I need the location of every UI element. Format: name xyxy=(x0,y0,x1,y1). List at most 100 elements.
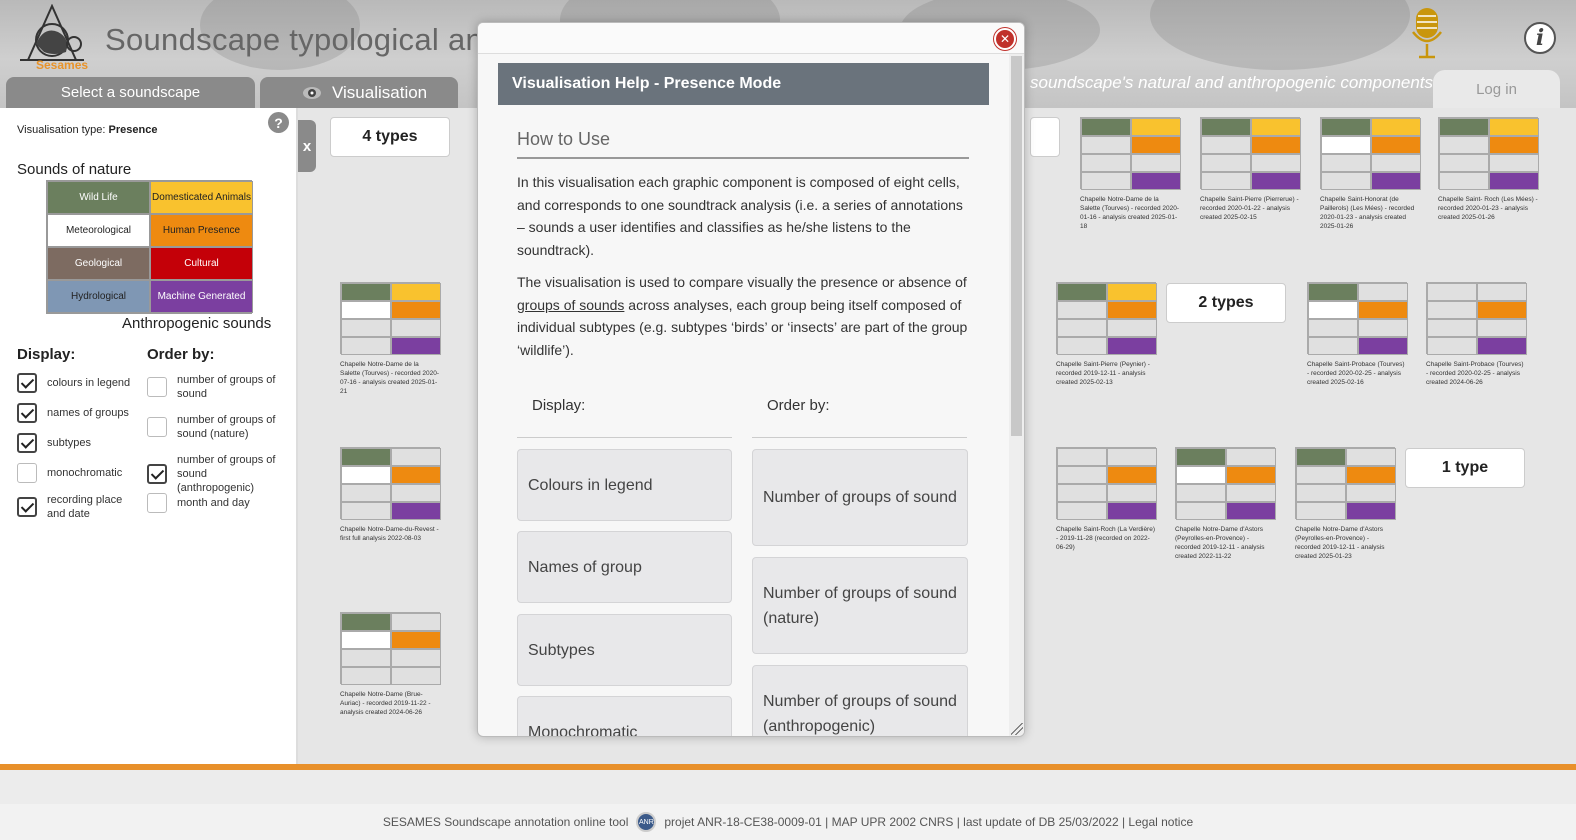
checkbox[interactable] xyxy=(17,373,37,393)
option-number-of-groups-of-sound-nature-[interactable]: number of groups of sound (nature) xyxy=(147,413,287,441)
option-colours-in-legend[interactable]: colours in legend xyxy=(17,373,142,393)
presence-cell xyxy=(1176,502,1226,520)
presence-grid xyxy=(1200,117,1301,190)
option-label: recording place and date xyxy=(47,494,123,520)
presence-grid xyxy=(1056,447,1157,520)
presence-cell xyxy=(391,337,441,355)
presence-cell xyxy=(1427,337,1477,355)
analysis-thumbnail[interactable]: Chapelle Notre-Dame d'Astors (Peyrolles-… xyxy=(1175,447,1276,561)
presence-cell xyxy=(341,649,391,667)
scrollbar-thumb[interactable] xyxy=(1011,56,1022,436)
thumbnail-caption: Chapelle Saint-Pierre (Pierrerue) - reco… xyxy=(1200,196,1299,221)
presence-cell xyxy=(1251,136,1301,154)
analysis-thumbnail[interactable]: Chapelle Notre-Dame d'Astors (Peyrolles-… xyxy=(1295,447,1396,561)
help-display-names-button[interactable]: Names of group xyxy=(517,531,732,603)
help-display-colours-button[interactable]: Colours in legend xyxy=(517,449,732,521)
groups-of-sounds-link[interactable]: groups of sounds xyxy=(517,296,625,313)
analysis-thumbnail[interactable]: Chapelle Notre-Dame-du-Revest - first fu… xyxy=(340,447,441,543)
checkbox[interactable] xyxy=(147,493,167,513)
eye-icon xyxy=(303,86,321,99)
analysis-thumbnail[interactable]: Chapelle Saint-Roch (La Verdière) - 2019… xyxy=(1056,447,1157,552)
analysis-thumbnail[interactable]: Chapelle Notre-Dame de la Salette (Tourv… xyxy=(1080,117,1181,231)
analysis-thumbnail[interactable]: Chapelle Notre-Dame de la Salette (Tourv… xyxy=(340,282,441,396)
resize-handle[interactable] xyxy=(1011,723,1023,735)
option-subtypes[interactable]: subtypes xyxy=(17,433,142,453)
checkbox[interactable] xyxy=(147,377,167,397)
option-names-of-groups[interactable]: names of groups xyxy=(17,403,142,423)
help-order-anthropogenic-button[interactable]: Number of groups of sound (anthropogenic… xyxy=(752,665,968,736)
presence-grid xyxy=(1320,117,1421,190)
option-number-of-groups-of-sound[interactable]: number of groups of sound xyxy=(147,373,287,401)
analysis-thumbnail[interactable]: Chapelle Saint-Pierre (Pierrerue) - reco… xyxy=(1200,117,1301,222)
thumbnail-caption: Chapelle Notre-Dame (Brue-Auriac) - reco… xyxy=(340,691,431,716)
checkbox[interactable] xyxy=(147,464,167,484)
presence-cell xyxy=(1107,448,1157,466)
presence-cell xyxy=(1439,136,1489,154)
option-month-and-day[interactable]: month and day xyxy=(147,493,287,513)
presence-grid xyxy=(1426,282,1527,355)
option-label: number of groups of sound (nature) xyxy=(177,414,276,440)
presence-cell xyxy=(1296,448,1346,466)
presence-cell xyxy=(341,466,391,484)
app-title: Soundscape typological ana xyxy=(105,22,501,57)
analysis-thumbnail[interactable]: Chapelle Saint-Pierre (Peynier) - record… xyxy=(1056,282,1157,387)
presence-cell xyxy=(1308,283,1358,301)
option-label: number of groups of sound (anthropogenic… xyxy=(177,454,276,494)
presence-cell xyxy=(1346,466,1396,484)
tab-label: Visualisation xyxy=(332,82,428,102)
modal-scrollbar[interactable] xyxy=(1009,54,1024,736)
close-button[interactable]: ✕ xyxy=(994,28,1016,50)
display-title: Display: xyxy=(17,346,76,363)
checkbox[interactable] xyxy=(17,403,37,423)
presence-cell xyxy=(1131,136,1181,154)
thumbnail-caption: Chapelle Notre-Dame de la Salette (Tourv… xyxy=(1080,196,1179,230)
analysis-thumbnail[interactable]: Chapelle Saint-Probace (Tourves) - recor… xyxy=(1426,282,1527,387)
legend-cell: Geological xyxy=(47,247,150,280)
presence-grid xyxy=(1056,282,1157,355)
tab-select-soundscape[interactable]: Select a soundscape xyxy=(6,77,255,108)
option-number-of-groups-of-sound-anthropogenic-[interactable]: number of groups of sound (anthropogenic… xyxy=(147,453,287,495)
analysis-thumbnail[interactable]: Chapelle Saint-Probace (Tourves) - recor… xyxy=(1307,282,1408,387)
modal-subtitle: How to Use xyxy=(517,129,611,149)
panel-collapse-button[interactable]: x xyxy=(298,120,316,172)
checkbox[interactable] xyxy=(17,497,37,517)
presence-cell xyxy=(391,502,441,520)
help-display-subtypes-button[interactable]: Subtypes xyxy=(517,614,732,686)
footer: SESAMES Soundscape annotation online too… xyxy=(0,804,1576,840)
option-recording-place-and-date[interactable]: recording place and date xyxy=(17,493,142,521)
checkbox[interactable] xyxy=(147,417,167,437)
help-order-nature-button[interactable]: Number of groups of sound (nature) xyxy=(752,557,968,654)
thumbnail-caption: Chapelle Saint-Probace (Tourves) - recor… xyxy=(1426,361,1524,386)
presence-cell xyxy=(1371,172,1421,190)
presence-cell xyxy=(391,448,441,466)
presence-cell xyxy=(1489,154,1539,172)
help-display-monochromatic-button[interactable]: Monochromatic xyxy=(517,696,732,736)
login-label: Log in xyxy=(1476,80,1517,98)
presence-cell xyxy=(1057,301,1107,319)
analysis-thumbnail[interactable]: Chapelle Saint- Roch (Les Mées) - record… xyxy=(1438,117,1539,222)
help-order-groups-button[interactable]: Number of groups of sound xyxy=(752,449,968,546)
presence-cell xyxy=(1107,283,1157,301)
thumbnail-caption: Chapelle Saint- Roch (Les Mées) - record… xyxy=(1438,196,1538,221)
checkbox[interactable] xyxy=(17,463,37,483)
help-button[interactable]: ? xyxy=(268,112,289,133)
presence-cell xyxy=(1439,118,1489,136)
option-monochromatic[interactable]: monochromatic xyxy=(17,463,142,483)
presence-cell xyxy=(1321,154,1371,172)
analysis-thumbnail[interactable]: Chapelle Notre-Dame (Brue-Auriac) - reco… xyxy=(340,612,441,717)
presence-cell xyxy=(1176,484,1226,502)
legend-cell: Domesticated Animals xyxy=(150,181,253,214)
info-button[interactable]: i xyxy=(1524,22,1556,54)
presence-cell xyxy=(341,667,391,685)
presence-cell xyxy=(341,613,391,631)
thumbnail-caption: Chapelle Saint-Honorat (de Paillerols) (… xyxy=(1320,196,1415,230)
analysis-thumbnail[interactable]: Chapelle Saint-Honorat (de Paillerols) (… xyxy=(1320,117,1421,231)
presence-cell xyxy=(1251,118,1301,136)
tab-visualisation[interactable]: Visualisation xyxy=(260,77,458,108)
login-tab[interactable]: Log in xyxy=(1433,70,1560,108)
checkbox[interactable] xyxy=(17,433,37,453)
presence-cell xyxy=(1321,118,1371,136)
presence-cell xyxy=(1477,319,1527,337)
legend-cell: Cultural xyxy=(150,247,253,280)
presence-cell xyxy=(1296,502,1346,520)
